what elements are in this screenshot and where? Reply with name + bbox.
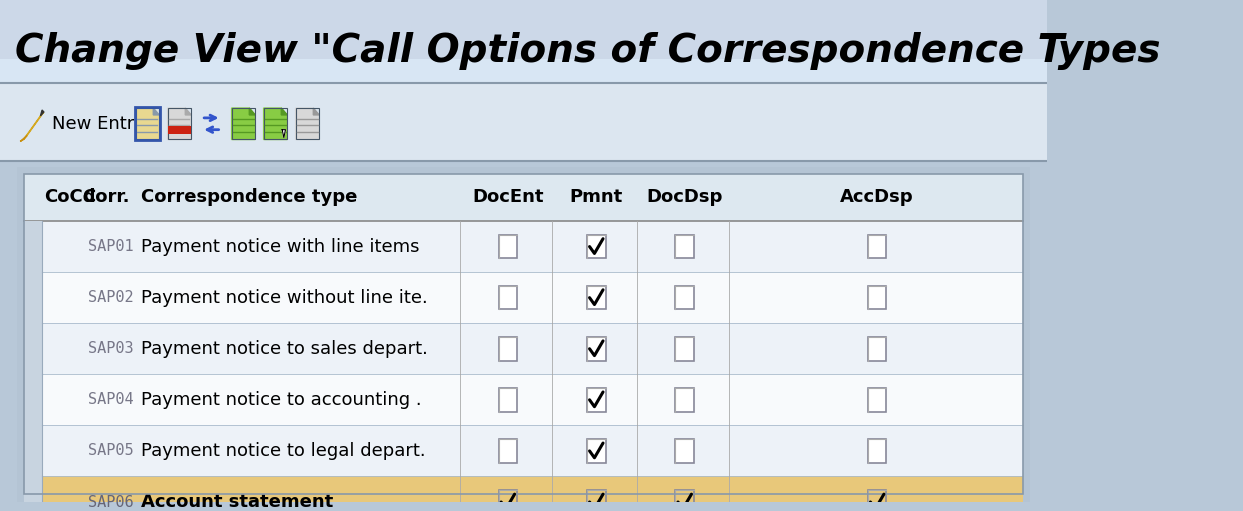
Polygon shape: [250, 108, 255, 115]
Bar: [498, 337, 517, 361]
Bar: [24, 323, 1023, 374]
Text: Payment notice to accounting .: Payment notice to accounting .: [142, 391, 423, 409]
Bar: [24, 272, 42, 323]
Bar: [24, 221, 42, 272]
Text: AccDsp: AccDsp: [840, 189, 914, 206]
Bar: [868, 337, 886, 361]
Bar: [587, 235, 605, 259]
Bar: [24, 425, 1023, 476]
Bar: [135, 108, 159, 140]
Bar: [498, 286, 517, 310]
Polygon shape: [264, 108, 287, 140]
Bar: [587, 490, 605, 511]
Bar: [675, 388, 694, 412]
Text: SAP05: SAP05: [88, 444, 134, 458]
Text: SAP04: SAP04: [88, 392, 134, 407]
Text: SAP01: SAP01: [88, 239, 134, 254]
Bar: [498, 490, 517, 511]
Polygon shape: [168, 108, 191, 140]
Bar: [17, 167, 1030, 502]
Bar: [675, 490, 694, 511]
Polygon shape: [282, 130, 286, 137]
Bar: [134, 107, 160, 141]
Bar: [868, 286, 886, 310]
Bar: [675, 286, 694, 310]
Bar: [675, 337, 694, 361]
Bar: [498, 388, 517, 412]
Bar: [498, 439, 517, 462]
Bar: [168, 108, 191, 140]
Polygon shape: [281, 108, 287, 115]
Bar: [675, 439, 694, 462]
Text: Change View "Call Options of Correspondence Types: Change View "Call Options of Corresponde…: [15, 32, 1161, 70]
Polygon shape: [135, 108, 159, 140]
Bar: [168, 126, 191, 133]
Text: DocEnt: DocEnt: [472, 189, 543, 206]
Bar: [587, 286, 605, 310]
Bar: [868, 235, 886, 259]
Bar: [24, 374, 1023, 425]
Text: Payment notice to legal depart.: Payment notice to legal depart.: [142, 442, 426, 460]
Bar: [498, 235, 517, 259]
Text: SAP03: SAP03: [88, 341, 134, 356]
Bar: [868, 439, 886, 462]
Text: Payment notice with line items: Payment notice with line items: [142, 238, 420, 256]
Bar: [24, 174, 1023, 494]
Polygon shape: [41, 110, 44, 116]
Bar: [24, 425, 42, 476]
Text: New Entries: New Entries: [52, 115, 160, 133]
Text: Pmnt: Pmnt: [569, 189, 623, 206]
Text: CoCd: CoCd: [44, 189, 96, 206]
Bar: [587, 388, 605, 412]
Bar: [587, 337, 605, 361]
Bar: [24, 476, 1023, 511]
Bar: [264, 108, 287, 140]
Text: Account statement: Account statement: [142, 493, 333, 511]
Text: Corr.: Corr.: [82, 189, 131, 206]
Polygon shape: [153, 108, 159, 115]
Text: Payment notice to sales depart.: Payment notice to sales depart.: [142, 340, 429, 358]
Text: Correspondence type: Correspondence type: [142, 189, 358, 206]
Polygon shape: [24, 112, 44, 140]
Bar: [0, 59, 1047, 83]
Text: DocDsp: DocDsp: [646, 189, 723, 206]
Text: SAP06: SAP06: [88, 495, 134, 509]
Polygon shape: [313, 108, 319, 115]
Polygon shape: [185, 108, 191, 115]
Polygon shape: [296, 108, 319, 140]
Polygon shape: [231, 108, 255, 140]
Bar: [24, 323, 42, 374]
Bar: [24, 174, 1023, 494]
Bar: [24, 374, 42, 425]
Bar: [675, 235, 694, 259]
Bar: [24, 476, 42, 511]
Bar: [868, 490, 886, 511]
Bar: [24, 221, 1023, 272]
Bar: [231, 108, 255, 140]
Bar: [24, 272, 1023, 323]
Bar: [0, 83, 1047, 162]
Bar: [296, 108, 319, 140]
Bar: [868, 388, 886, 412]
Text: Payment notice without line ite.: Payment notice without line ite.: [142, 289, 429, 307]
Bar: [24, 174, 1023, 221]
Bar: [587, 439, 605, 462]
Polygon shape: [20, 135, 27, 142]
Text: SAP02: SAP02: [88, 290, 134, 305]
Bar: [0, 0, 1047, 83]
